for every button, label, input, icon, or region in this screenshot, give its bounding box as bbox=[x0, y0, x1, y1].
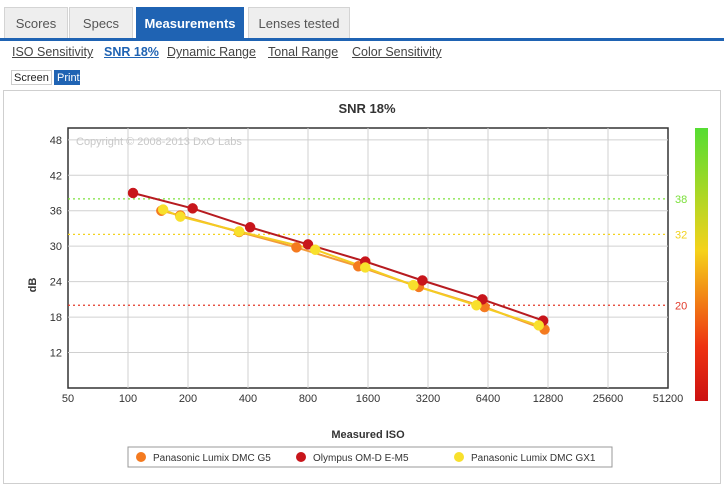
snr-chart: SNR 18% Copyright © 2008-2013 DxO Labs 3… bbox=[27, 101, 708, 468]
tab-lenses-tested[interactable]: Lenses tested bbox=[248, 7, 350, 38]
x-tick-label: 800 bbox=[299, 393, 317, 405]
x-tick-label: 1600 bbox=[356, 393, 380, 405]
subnav-iso-sensitivity[interactable]: ISO Sensitivity bbox=[12, 45, 94, 59]
series-line bbox=[162, 208, 540, 327]
data-point bbox=[533, 320, 544, 331]
y-tick-label: 24 bbox=[50, 277, 62, 289]
chart-container: SNR 18% Copyright © 2008-2013 DxO Labs 3… bbox=[3, 90, 721, 484]
tab-measurements[interactable]: Measurements bbox=[136, 7, 244, 39]
color-scale-bar bbox=[695, 128, 708, 401]
reference-line-label: 38 bbox=[675, 194, 687, 206]
subnav-snr-18[interactable]: SNR 18% bbox=[104, 45, 159, 59]
data-point bbox=[127, 187, 139, 199]
legend-label: Panasonic Lumix DMC GX1 bbox=[471, 453, 596, 464]
tab-bar: Scores Specs Measurements Lenses tested bbox=[0, 0, 724, 41]
x-tick-label: 25600 bbox=[593, 393, 624, 405]
x-axis-label: Measured ISO bbox=[331, 429, 405, 441]
screen-mode-button[interactable]: Screen bbox=[11, 70, 52, 85]
data-point bbox=[244, 222, 256, 233]
y-tick-label: 48 bbox=[50, 135, 62, 147]
data-point bbox=[157, 204, 169, 215]
subnav-dynamic-range[interactable]: Dynamic Range bbox=[167, 45, 256, 59]
x-tick-label: 400 bbox=[239, 393, 257, 405]
x-tick-label: 200 bbox=[179, 393, 197, 405]
x-tick-label: 51200 bbox=[653, 393, 684, 405]
subnav-color-sensitivity[interactable]: Color Sensitivity bbox=[352, 45, 442, 59]
series-layer bbox=[127, 187, 550, 335]
reference-line-label: 20 bbox=[675, 300, 687, 312]
y-tick-label: 18 bbox=[50, 312, 62, 324]
data-point bbox=[302, 239, 314, 250]
x-tick-label: 12800 bbox=[533, 393, 564, 405]
reference-line-label: 32 bbox=[675, 229, 687, 241]
data-point bbox=[360, 262, 371, 273]
tab-specs[interactable]: Specs bbox=[69, 7, 133, 38]
legend-box bbox=[127, 446, 613, 468]
x-tick-label: 100 bbox=[119, 393, 137, 405]
reference-lines: 38 32 20 bbox=[68, 194, 687, 312]
y-axis-label: dB bbox=[27, 278, 39, 293]
y-tick-label: 30 bbox=[50, 241, 62, 253]
x-tick-label: 50 bbox=[62, 393, 74, 405]
y-tick-label: 36 bbox=[50, 206, 62, 218]
legend: Panasonic Lumix DMC G5 Olympus OM-D E-M5 P… bbox=[127, 446, 613, 468]
y-tick-label: 42 bbox=[50, 170, 62, 182]
legend-label: Panasonic Lumix DMC G5 bbox=[153, 453, 271, 464]
data-point bbox=[471, 300, 482, 311]
tab-scores[interactable]: Scores bbox=[4, 7, 68, 38]
legend-marker bbox=[136, 452, 146, 462]
chart-title: SNR 18% bbox=[338, 101, 396, 116]
legend-marker bbox=[296, 452, 306, 462]
y-tick-label: 12 bbox=[50, 348, 62, 360]
chart-watermark: Copyright © 2008-2013 DxO Labs bbox=[76, 136, 242, 148]
data-point bbox=[233, 226, 245, 237]
data-point bbox=[310, 244, 321, 255]
x-tick-labels: 50 100 200 400 800 1600 3200 6400 12800 25600 5120… bbox=[62, 393, 683, 405]
data-point bbox=[417, 275, 428, 286]
grid-lines bbox=[68, 128, 668, 388]
data-point bbox=[291, 242, 302, 253]
legend-label: Olympus OM-D E-M5 bbox=[313, 453, 409, 464]
print-mode-button[interactable]: Print bbox=[54, 70, 80, 85]
x-tick-label: 6400 bbox=[476, 393, 500, 405]
series-line bbox=[132, 192, 544, 322]
x-tick-label: 3200 bbox=[416, 393, 440, 405]
data-point bbox=[187, 203, 198, 214]
subnav-tonal-range[interactable]: Tonal Range bbox=[268, 45, 339, 59]
data-point bbox=[175, 211, 186, 222]
data-point bbox=[408, 279, 419, 291]
legend-marker bbox=[454, 452, 464, 462]
y-tick-labels: 12 18 24 30 36 42 48 bbox=[50, 135, 62, 360]
